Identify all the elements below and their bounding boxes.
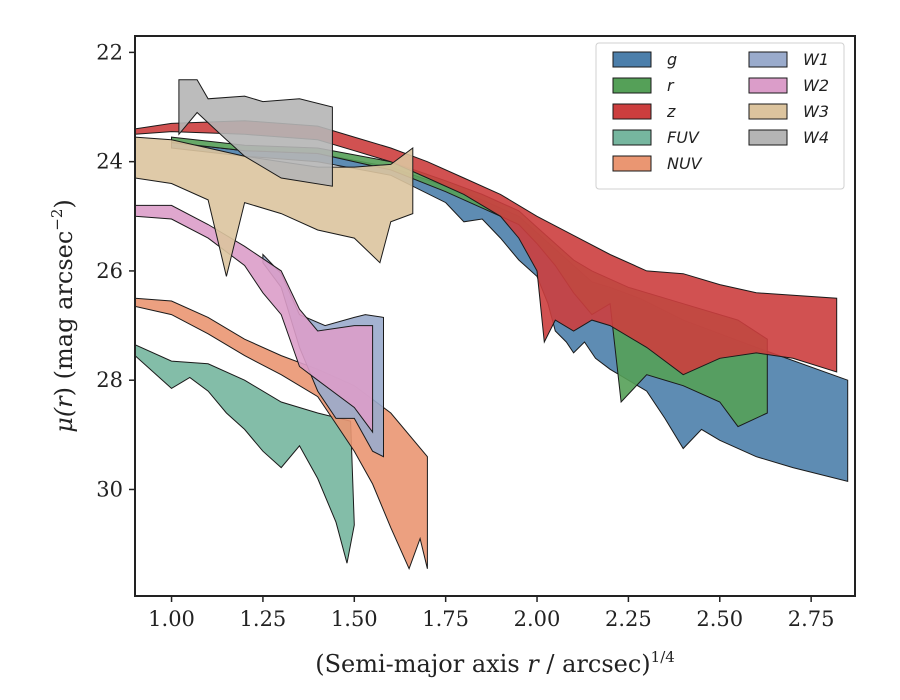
x-tick-label: 1.50 — [331, 607, 378, 631]
legend-label: r — [667, 76, 675, 95]
series-bands — [135, 79, 849, 571]
legend-item-z: z — [612, 102, 676, 121]
legend-swatch — [612, 103, 652, 120]
y-tick-label: 26 — [96, 259, 123, 283]
legend-label: W3 — [803, 102, 829, 121]
legend-label: z — [666, 102, 676, 121]
legend: grz FUV NUV W1 W2 W3 W4 — [595, 42, 845, 190]
legend-swatch — [748, 51, 788, 68]
legend-label: g — [667, 50, 677, 69]
y-axis-ticks: 22 24 26 28 30 — [96, 40, 135, 501]
legend-swatch — [612, 129, 652, 146]
legend-item-w2: W2 — [748, 76, 829, 95]
band-w4 — [178, 79, 333, 187]
legend-label: W4 — [803, 128, 829, 147]
x-tick-label: 2.00 — [514, 607, 561, 631]
x-tick-label: 2.50 — [696, 607, 743, 631]
legend-item-g: g — [612, 50, 677, 69]
legend-label: W2 — [803, 76, 829, 95]
legend-item-fuv: FUV — [612, 128, 700, 147]
legend-item-r: r — [612, 76, 675, 95]
y-tick-label: 22 — [96, 40, 123, 64]
x-tick-label: 2.75 — [788, 607, 835, 631]
legend-swatch — [612, 77, 652, 94]
x-tick-label: 1.75 — [422, 607, 469, 631]
legend-item-w1: W1 — [748, 50, 829, 69]
legend-item-w4: W4 — [748, 128, 829, 147]
legend-swatch — [748, 129, 788, 146]
y-tick-label: 28 — [96, 368, 123, 392]
x-tick-label: 1.00 — [148, 607, 195, 631]
y-tick-label: 30 — [96, 477, 123, 501]
legend-swatch — [748, 103, 788, 120]
legend-item-nuv: NUV — [612, 154, 703, 173]
legend-swatch — [612, 51, 652, 68]
band-fuv — [135, 344, 355, 564]
legend-label: FUV — [667, 128, 700, 147]
plot-frame — [134, 35, 856, 597]
legend-label: W1 — [803, 50, 829, 69]
x-axis-ticks: 1.00 1.25 1.50 1.75 2.00 2.25 2.50 2.75 — [148, 596, 835, 631]
y-tick-label: 24 — [96, 150, 123, 174]
band-w2 — [135, 204, 374, 434]
x-tick-label: 2.25 — [605, 607, 652, 631]
x-tick-label: 1.25 — [240, 607, 287, 631]
legend-swatch — [612, 155, 652, 172]
legend-label: NUV — [667, 154, 703, 173]
y-axis-label: μ(r) (mag arcsec−2) — [48, 199, 78, 433]
x-axis-label: (Semi-major axis r / arcsec)1/4 — [315, 648, 675, 678]
legend-item-w3: W3 — [748, 102, 829, 121]
legend-swatch — [748, 77, 788, 94]
